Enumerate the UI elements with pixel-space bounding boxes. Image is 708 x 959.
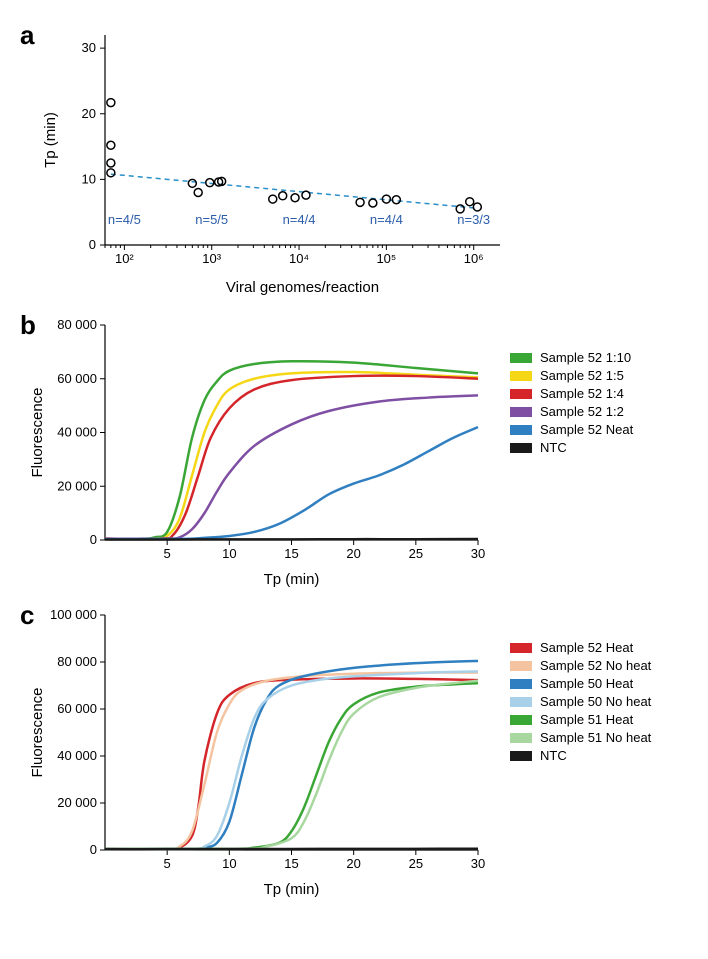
svg-text:n=3/3: n=3/3 [457, 212, 490, 227]
legend-label: Sample 51 No heat [540, 730, 651, 745]
svg-text:0: 0 [90, 842, 97, 857]
svg-text:10²: 10² [115, 251, 134, 266]
legend-label: Sample 52 1:2 [540, 404, 624, 419]
svg-text:30: 30 [471, 546, 485, 561]
panel-c: c 020 00040 00060 00080 000100 000510152… [20, 600, 688, 900]
svg-text:Tp (min): Tp (min) [264, 571, 320, 588]
panel-a-plot: 0 10 20 30 10² 10³ 10⁴ 10⁵ 10⁶ Viral genomes/reac… [20, 20, 520, 300]
svg-text:20: 20 [346, 546, 360, 561]
svg-text:10⁵: 10⁵ [376, 251, 396, 266]
svg-text:0: 0 [89, 237, 96, 252]
legend-label: Sample 50 Heat [540, 676, 633, 691]
legend-label: Sample 52 Heat [540, 640, 633, 655]
svg-text:n=5/5: n=5/5 [195, 212, 228, 227]
svg-text:0: 0 [90, 532, 97, 547]
svg-text:20 000: 20 000 [57, 478, 97, 493]
svg-text:10⁴: 10⁴ [289, 251, 309, 266]
svg-text:10⁶: 10⁶ [464, 251, 484, 266]
figure: a 010203010²10³10⁴10⁵10⁶Viral genomes/re… [20, 20, 688, 900]
legend-swatch [510, 679, 532, 689]
legend-label: Sample 52 1:4 [540, 386, 624, 401]
legend-item: Sample 52 1:2 [510, 404, 633, 419]
legend-label: NTC [540, 440, 567, 455]
legend-label: Sample 50 No heat [540, 694, 651, 709]
svg-text:n=4/4: n=4/4 [370, 212, 403, 227]
svg-text:Fluorescence: Fluorescence [29, 387, 46, 477]
svg-text:80 000: 80 000 [57, 317, 97, 332]
legend-swatch [510, 371, 532, 381]
svg-text:5: 5 [164, 546, 171, 561]
svg-text:20: 20 [82, 106, 96, 121]
svg-text:20: 20 [346, 856, 360, 871]
svg-text:30: 30 [82, 40, 96, 55]
svg-text:n=4/4: n=4/4 [283, 212, 316, 227]
legend-item: NTC [510, 440, 633, 455]
legend-item: Sample 52 1:5 [510, 368, 633, 383]
legend-item: Sample 52 Heat [510, 640, 651, 655]
svg-text:25: 25 [409, 856, 423, 871]
svg-text:20 000: 20 000 [57, 795, 97, 810]
panel-b-plot: 0 20 000 40 000 60 000 80 000 5 10 15 20 25 30 Tp (… [20, 310, 490, 590]
legend-item: Sample 50 No heat [510, 694, 651, 709]
svg-text:60 000: 60 000 [57, 371, 97, 386]
svg-text:100 000: 100 000 [50, 607, 97, 622]
legend-label: Sample 52 No heat [540, 658, 651, 673]
svg-text:40 000: 40 000 [57, 748, 97, 763]
legend-swatch [510, 751, 532, 761]
svg-text:10³: 10³ [202, 251, 221, 266]
legend-swatch [510, 407, 532, 417]
legend-item: Sample 52 1:10 [510, 350, 633, 365]
panel-c-plot: 0 20 000 40 000 60 000 80 000 100 000 5 10 15 20 2… [20, 600, 490, 900]
legend-item: Sample 52 Neat [510, 422, 633, 437]
svg-text:30: 30 [471, 856, 485, 871]
svg-text:Viral genomes/reaction: Viral genomes/reaction [226, 279, 379, 296]
legend-swatch [510, 697, 532, 707]
legend-item: Sample 51 No heat [510, 730, 651, 745]
svg-text:80 000: 80 000 [57, 654, 97, 669]
legend-swatch [510, 661, 532, 671]
legend-swatch [510, 443, 532, 453]
legend-item: Sample 52 No heat [510, 658, 651, 673]
svg-text:15: 15 [284, 546, 298, 561]
legend-item: NTC [510, 748, 651, 763]
legend-label: Sample 52 1:10 [540, 350, 631, 365]
legend-label: Sample 51 Heat [540, 712, 633, 727]
legend-item: Sample 50 Heat [510, 676, 651, 691]
svg-text:Tp (min): Tp (min) [42, 112, 59, 168]
legend-item: Sample 51 Heat [510, 712, 651, 727]
svg-text:40 000: 40 000 [57, 425, 97, 440]
legend-swatch [510, 389, 532, 399]
svg-text:5: 5 [164, 856, 171, 871]
svg-text:10: 10 [222, 546, 236, 561]
legend-swatch [510, 353, 532, 363]
svg-text:15: 15 [284, 856, 298, 871]
svg-text:60 000: 60 000 [57, 701, 97, 716]
panel-a: a 010203010²10³10⁴10⁵10⁶Viral genomes/re… [20, 20, 688, 300]
legend-item: Sample 52 1:4 [510, 386, 633, 401]
svg-text:10: 10 [222, 856, 236, 871]
legend-label: NTC [540, 748, 567, 763]
legend-label: Sample 52 Neat [540, 422, 633, 437]
legend-swatch [510, 643, 532, 653]
svg-text:10: 10 [82, 171, 96, 186]
panel-b: b 020 00040 00060 00080 00051015202530Tp… [20, 310, 688, 590]
svg-text:Tp (min): Tp (min) [264, 881, 320, 898]
legend-label: Sample 52 1:5 [540, 368, 624, 383]
legend-swatch [510, 733, 532, 743]
svg-text:n=4/5: n=4/5 [108, 212, 141, 227]
svg-text:25: 25 [409, 546, 423, 561]
svg-text:Fluorescence: Fluorescence [29, 687, 46, 777]
panel-b-legend: Sample 52 1:10 Sample 52 1:5 Sample 52 1:4… [510, 350, 633, 458]
legend-swatch [510, 425, 532, 435]
panel-c-legend: Sample 52 Heat Sample 52 No heat Sample 50… [510, 640, 651, 766]
legend-swatch [510, 715, 532, 725]
